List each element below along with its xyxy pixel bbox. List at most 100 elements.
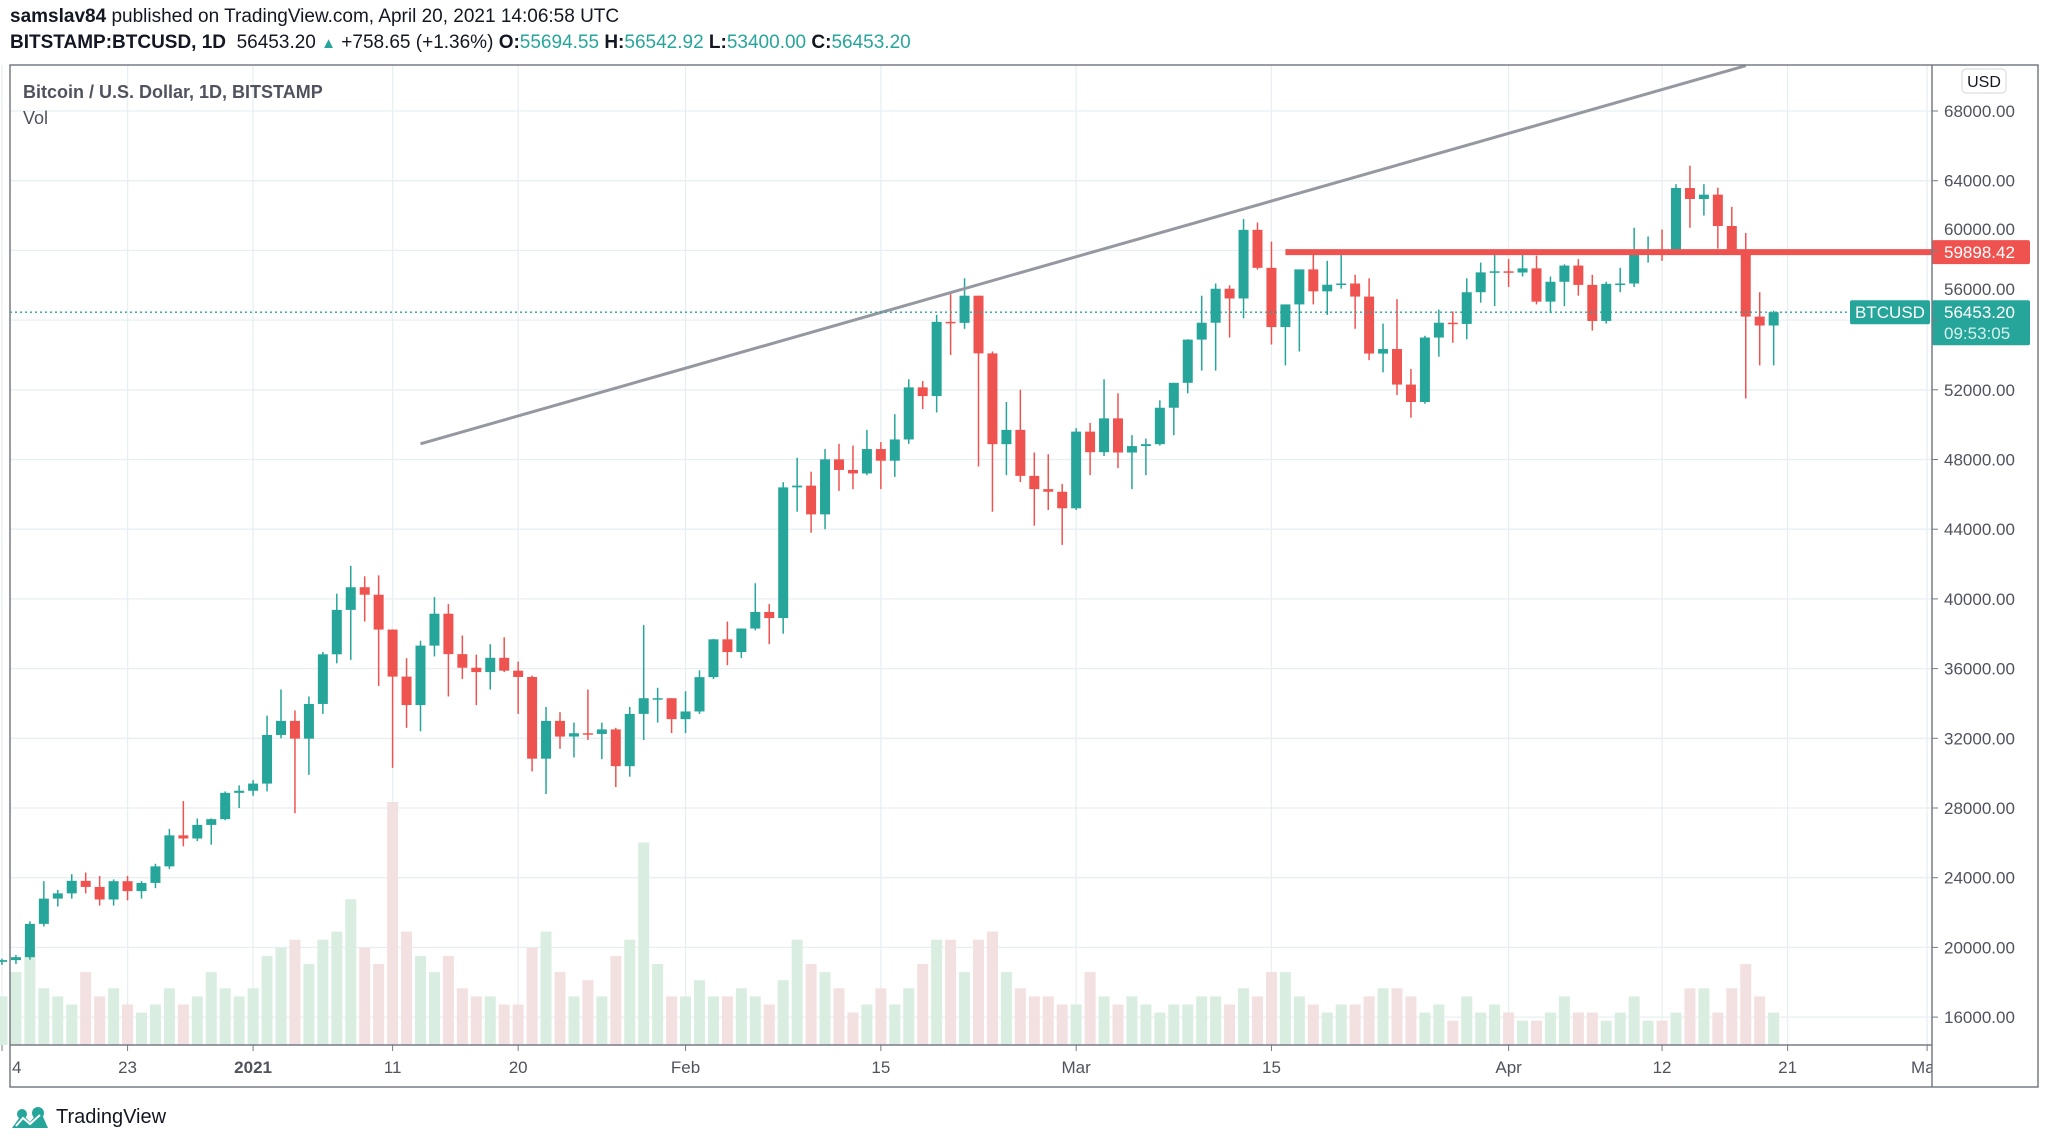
volume-bar: [80, 972, 92, 1045]
volume-bar: [680, 996, 692, 1045]
candle-body: [387, 629, 398, 677]
trendline: [420, 64, 1747, 446]
volume-bar: [1070, 1004, 1082, 1045]
y-tick-label: 64000.00: [1944, 172, 2015, 191]
candle-body: [1573, 265, 1584, 285]
volume-bar: [959, 972, 971, 1045]
candle-body: [820, 459, 831, 515]
candle-body: [1294, 269, 1305, 305]
candle-body: [401, 676, 412, 706]
volume-bar: [289, 939, 301, 1045]
candle-body: [1405, 384, 1416, 402]
candle-body: [1768, 312, 1779, 326]
y-tick-label: 36000.00: [1944, 660, 2015, 679]
candle-body: [1280, 304, 1291, 328]
volume-bar: [1405, 996, 1417, 1045]
candle-body: [806, 485, 817, 515]
volume-bar: [1684, 988, 1696, 1045]
candle-body: [1517, 268, 1528, 273]
candle-body: [666, 698, 677, 720]
volume-bar: [1154, 1012, 1166, 1045]
author: samslav84: [10, 6, 107, 27]
volume-bar: [945, 939, 957, 1045]
volume-bar: [1210, 996, 1222, 1045]
volume-bar: [1042, 996, 1054, 1045]
y-tick-label: 16000.00: [1944, 1008, 2015, 1027]
countdown-label: 09:53:05: [1944, 324, 2010, 343]
y-tick-label: 60000.00: [1944, 220, 2015, 239]
volume-bar: [233, 996, 245, 1045]
candle-body: [1740, 249, 1751, 317]
volume-bar: [456, 988, 468, 1045]
volume-bar: [1014, 988, 1026, 1045]
volume-bar: [1377, 988, 1389, 1045]
volume-bar: [1572, 1012, 1584, 1045]
volume-bar: [1544, 1012, 1556, 1045]
volume-bar: [1475, 1012, 1487, 1045]
candle-body: [1057, 491, 1068, 509]
volume-bar: [24, 947, 36, 1045]
volume-bar: [1489, 1004, 1501, 1045]
candle-body: [1419, 337, 1430, 402]
volume-bar: [1112, 1004, 1124, 1045]
candle-body: [206, 819, 217, 825]
candle-body: [541, 720, 552, 759]
volume-bar: [10, 972, 22, 1045]
horizontal-line-price-label: 59898.42: [1944, 243, 2015, 262]
candle-body: [1629, 254, 1640, 284]
x-tick-label: 21: [1778, 1058, 1797, 1077]
candle-body: [178, 835, 189, 839]
candle-body: [1113, 418, 1123, 453]
candle-body: [555, 720, 565, 737]
volume-bar: [1126, 996, 1138, 1045]
volume-bar: [1517, 1020, 1529, 1045]
chart-legend-title: Bitcoin / U.S. Dollar, 1D, BITSTAMP: [23, 82, 323, 102]
candle-body: [150, 866, 161, 883]
volume-bar: [763, 1004, 775, 1045]
candle-body: [610, 729, 621, 767]
close-value: 56453.20: [831, 32, 911, 53]
candle-body: [1154, 407, 1165, 445]
volume-bar: [484, 996, 496, 1045]
currency-button: [1961, 68, 2007, 94]
volume-bar: [1768, 1012, 1780, 1045]
candle-body: [66, 880, 77, 894]
publish-info: samslav84 published on TradingView.com, …: [10, 6, 619, 28]
candle-body: [708, 639, 719, 678]
volume-bar: [1447, 1020, 1459, 1045]
volume-bar: [219, 988, 231, 1045]
volume-bar: [1433, 1004, 1445, 1045]
candle-body: [80, 880, 91, 887]
volume-bar: [1726, 988, 1738, 1045]
candle-body: [875, 449, 886, 461]
volume-bar: [973, 939, 984, 1045]
volume-bar: [66, 1004, 78, 1045]
volume-bar: [177, 1004, 189, 1045]
candle-body: [861, 449, 872, 474]
volume-bar: [1196, 996, 1208, 1045]
candle-body: [945, 321, 956, 324]
candle-body: [1196, 322, 1207, 340]
candle-body: [52, 893, 63, 899]
y-tick-label: 68000.00: [1944, 102, 2015, 121]
candle-body: [1364, 296, 1375, 354]
open-value: 55694.55: [519, 32, 600, 53]
candle-body: [1252, 229, 1263, 268]
symbol: BITSTAMP:BTCUSD, 1D: [10, 32, 227, 53]
x-tick-label: Feb: [671, 1058, 700, 1077]
volume-bar: [1182, 1004, 1194, 1045]
candle-body: [1447, 322, 1458, 325]
last-price-label: 56453.20: [1944, 303, 2015, 322]
open-label: O:: [498, 32, 520, 53]
volume-bar: [108, 988, 120, 1045]
volume-bar: [1098, 996, 1110, 1045]
volume-bar: [931, 939, 943, 1045]
volume-bar: [889, 1004, 901, 1045]
volume-bar: [38, 988, 50, 1045]
candle-body: [10, 957, 21, 961]
candle-body: [750, 611, 761, 629]
volume-bar: [1531, 1020, 1542, 1045]
candle-body: [1029, 475, 1040, 490]
volume-bar: [903, 988, 915, 1045]
